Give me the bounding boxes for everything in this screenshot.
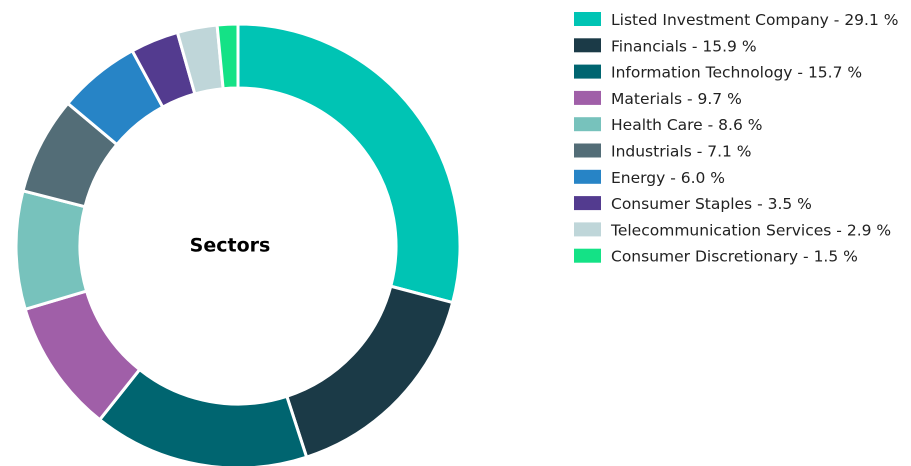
chart-title: Sectors: [190, 235, 271, 257]
legend-value: 9.7 %: [698, 89, 742, 107]
legend-label: Materials - 9.7 %: [611, 89, 742, 107]
donut-slice: [215, 22, 240, 91]
legend-name: Listed Investment Company: [611, 11, 829, 29]
legend-swatch: [574, 143, 601, 158]
legend-separator: -: [752, 195, 767, 213]
legend-separator: -: [829, 11, 844, 29]
legend-swatch: [574, 169, 601, 184]
legend-label: Listed Investment Company - 29.1 %: [611, 11, 898, 29]
legend-value: 29.1 %: [844, 11, 898, 29]
donut-slice: [14, 188, 89, 312]
legend-separator: -: [682, 89, 697, 107]
legend-name: Consumer Discretionary: [611, 247, 798, 265]
legend-label: Energy - 6.0 %: [611, 168, 725, 186]
legend-value: 2.9 %: [847, 221, 891, 239]
legend-label: Industrials - 7.1 %: [611, 142, 752, 160]
legend-swatch: [574, 38, 601, 53]
legend-value: 3.5 %: [768, 195, 812, 213]
legend-swatch: [574, 222, 601, 237]
legend-swatch: [574, 248, 601, 263]
legend-swatch: [574, 117, 601, 132]
legend-label: Consumer Staples - 3.5 %: [611, 195, 812, 213]
legend-label: Financials - 15.9 %: [611, 37, 757, 55]
legend-name: Telecommunication Services: [610, 221, 831, 239]
legend-value: 7.1 %: [707, 142, 751, 160]
legend-label: Consumer Discretionary - 1.5 %: [611, 247, 858, 265]
legend-label: Health Care - 8.6 %: [611, 116, 762, 134]
legend-name: Information Technology: [611, 63, 792, 81]
legend-separator: -: [792, 63, 807, 81]
legend-swatch: [574, 196, 601, 211]
legend-name: Industrials: [611, 142, 692, 160]
donut-slice: [284, 284, 455, 460]
legend-separator: -: [665, 168, 680, 186]
legend-separator: -: [798, 247, 813, 265]
legend-value: 1.5 %: [814, 247, 858, 265]
legend-value: 8.6 %: [718, 116, 762, 134]
legend-name: Health Care: [611, 116, 703, 134]
legend-value: 15.9 %: [702, 37, 756, 55]
legend-value: 15.7 %: [808, 63, 862, 81]
legend-separator: -: [687, 37, 702, 55]
legend-swatch: [574, 90, 601, 105]
legend-separator: -: [831, 221, 846, 239]
donut-slice: [97, 367, 309, 466]
legend-label: Information Technology - 15.7 %: [611, 63, 862, 81]
legend-name: Materials: [611, 89, 682, 107]
legend-value: 6.0 %: [681, 168, 725, 186]
legend-name: Financials: [611, 37, 687, 55]
legend-separator: -: [692, 142, 707, 160]
donut-slice: [236, 22, 462, 305]
legend-name: Energy: [611, 168, 665, 186]
legend-separator: -: [703, 116, 718, 134]
legend-name: Consumer Staples: [611, 195, 752, 213]
legend-swatch: [574, 64, 601, 79]
legend-swatch: [574, 12, 601, 26]
legend-label: Telecommunication Services - 2.9 %: [610, 221, 891, 239]
